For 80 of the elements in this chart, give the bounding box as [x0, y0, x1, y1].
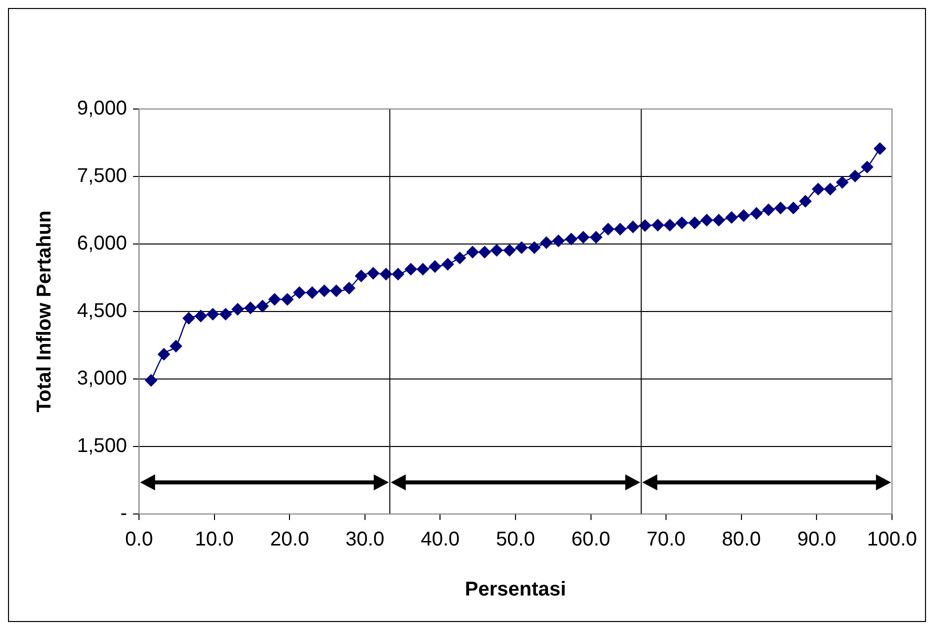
point: [503, 244, 516, 256]
y-tick-label: 3,000: [76, 368, 128, 390]
point: [256, 300, 269, 312]
point: [577, 231, 590, 244]
point: [774, 202, 787, 214]
point: [652, 219, 664, 232]
point: [848, 170, 862, 182]
point: [626, 220, 640, 233]
x-tick-label: 60.0: [571, 528, 610, 551]
point: [206, 308, 219, 320]
y-tick-label: 1,500: [76, 435, 128, 458]
point: [614, 223, 626, 236]
point: [232, 303, 244, 316]
point: [738, 210, 750, 222]
point: [343, 282, 356, 294]
point: [380, 268, 392, 280]
point: [416, 263, 429, 276]
point: [762, 204, 775, 216]
point: [268, 293, 281, 306]
point: [293, 286, 306, 299]
point: [515, 242, 528, 254]
y-tick-label: 4,500: [76, 300, 128, 322]
x-tick-label: 20.0: [270, 528, 310, 551]
point: [676, 216, 688, 229]
point: [182, 312, 195, 324]
point: [478, 246, 491, 258]
point: [799, 195, 812, 208]
x-tick-label: 100.0: [866, 528, 918, 551]
x-tick-label: 30.0: [345, 528, 384, 551]
point: [664, 219, 676, 232]
x-tick-label: 70.0: [646, 528, 686, 551]
point: [428, 260, 442, 273]
x-axis-title: Persentasi: [464, 578, 566, 601]
point: [750, 207, 763, 220]
point: [220, 308, 232, 320]
point: [194, 310, 207, 322]
point: [787, 202, 800, 214]
point: [726, 211, 738, 224]
point: [367, 267, 380, 280]
point: [812, 183, 824, 196]
y-tick-label: 9,000: [76, 98, 128, 120]
point: [490, 244, 503, 256]
x-tick-label: 50.0: [496, 528, 535, 551]
point: [700, 214, 713, 226]
y-tick-label: 7,500: [76, 165, 128, 188]
x-tick-label: 80.0: [722, 528, 761, 551]
point: [565, 232, 578, 246]
point: [318, 284, 330, 297]
point: [552, 234, 565, 247]
point: [466, 246, 479, 258]
y-tick-label: -: [120, 502, 128, 525]
x-tick-label: 40.0: [420, 528, 460, 551]
point: [824, 183, 836, 196]
point: [454, 252, 466, 264]
point: [540, 236, 552, 249]
point: [688, 216, 701, 229]
point: [158, 348, 170, 360]
point: [330, 284, 342, 297]
point: [874, 142, 886, 155]
x-tick-label: 0.0: [125, 528, 153, 551]
point: [528, 242, 540, 254]
point: [712, 214, 725, 226]
x-tick-label: 90.0: [797, 528, 836, 551]
point: [404, 263, 417, 276]
point: [638, 219, 652, 232]
point: [442, 258, 454, 270]
point: [170, 340, 182, 352]
point: [836, 176, 848, 188]
x-tick-label: 10.0: [194, 528, 234, 551]
point: [590, 231, 602, 244]
y-tick-label: 6,000: [76, 232, 128, 255]
point: [244, 302, 257, 314]
point: [355, 270, 368, 282]
point: [144, 374, 158, 386]
y-axis-title: Total Inflow Pertahun: [34, 210, 56, 412]
point: [392, 268, 404, 280]
point: [602, 223, 614, 236]
point: [306, 286, 318, 299]
point: [281, 293, 294, 306]
point: [861, 160, 874, 174]
